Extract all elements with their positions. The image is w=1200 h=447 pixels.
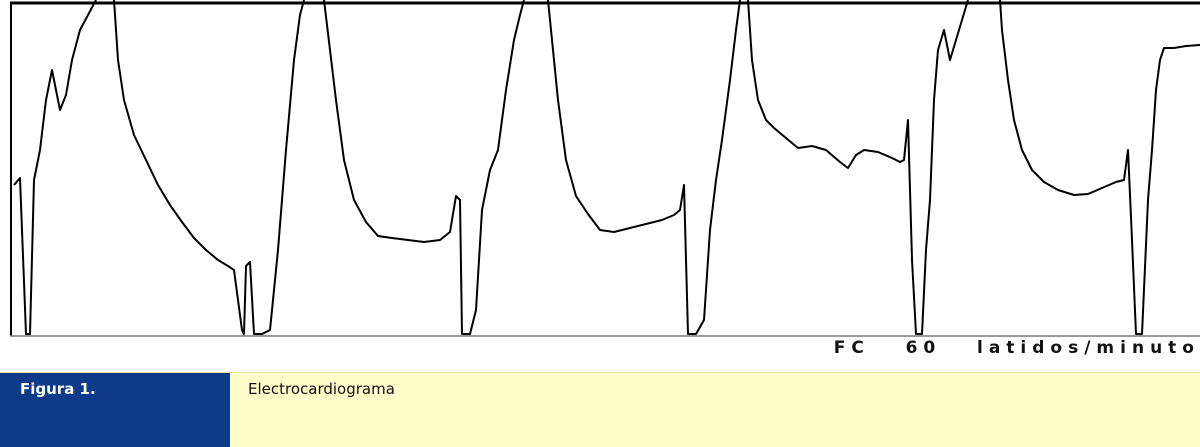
ecg-figure: FC 60 latidos/minuto xyxy=(10,0,1200,358)
heart-rate-readout: FC 60 latidos/minuto xyxy=(833,338,1200,358)
figure-caption-text: Electrocardiograma xyxy=(248,380,395,398)
ecg-frame xyxy=(10,1,1200,337)
ecg-trace xyxy=(13,0,1200,335)
ecg-trace-plot xyxy=(13,0,1200,335)
figure-caption-label: Figura 1. xyxy=(0,373,230,447)
figure-caption-bar: Figura 1. Electrocardiograma xyxy=(0,372,1200,447)
